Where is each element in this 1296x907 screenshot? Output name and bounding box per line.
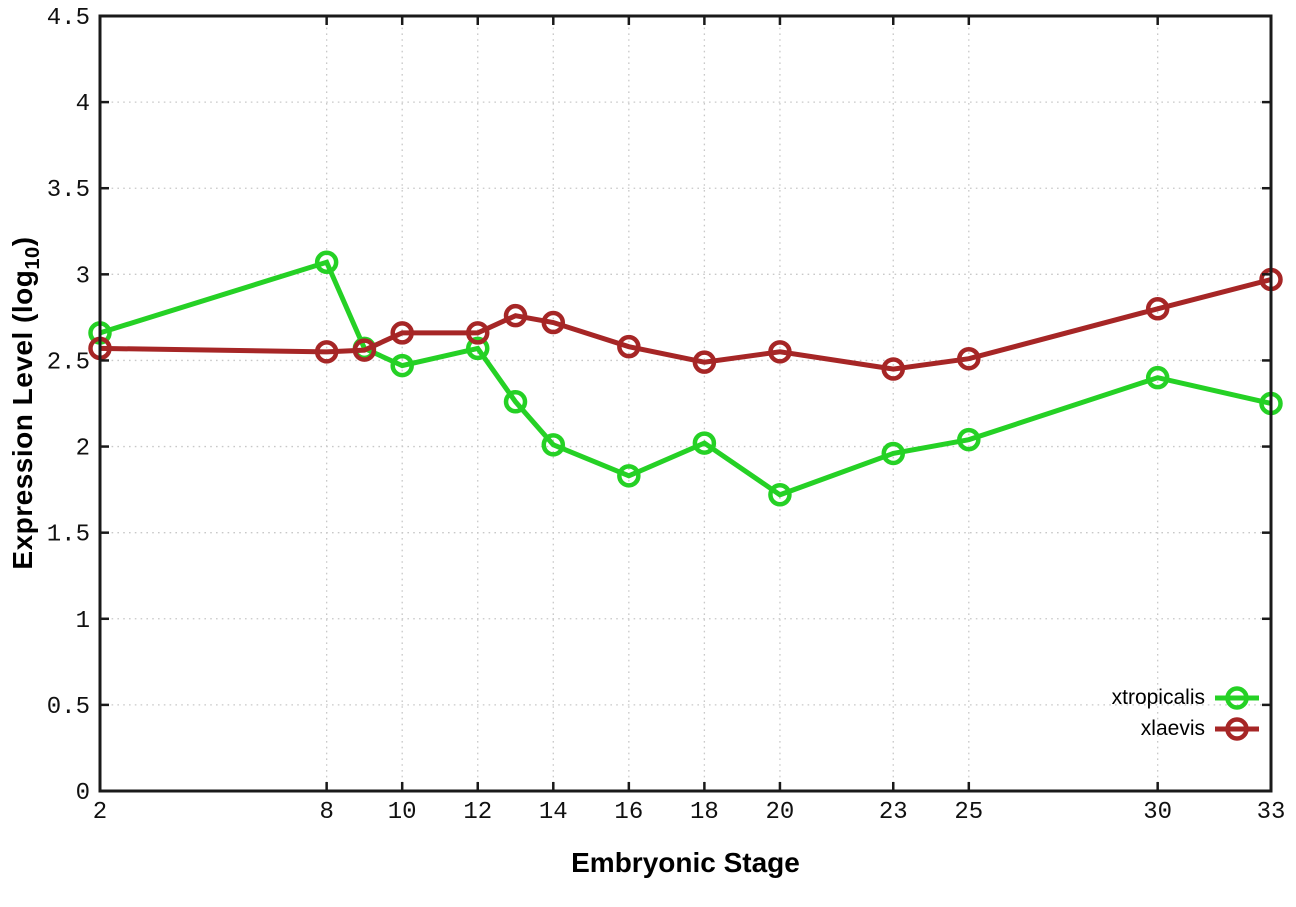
data-point-xtropicalis [541,433,566,457]
legend-row-xlaevis: xlaevis [1141,715,1260,743]
legend-marker-xlaevis [1215,717,1259,741]
legend-label-xtropicalis: xtropicalis [1111,686,1205,709]
y-axis-title: Expression Level (log10) [7,236,45,569]
legend: xtropicalis xlaevis [1112,684,1260,743]
x-tick-label: 10 [388,799,417,826]
data-point-xlaevis [465,321,490,345]
x-tick-label: 16 [614,799,643,826]
y-tick-label: 4 [76,91,90,118]
y-tick-label: 2 [76,436,90,463]
y-tick-label: 3 [76,263,90,290]
data-point-xtropicalis [957,427,981,452]
x-tick-label: 12 [463,799,492,826]
legend-sample-circle-icon [1225,717,1249,741]
data-point-xlaevis [541,310,566,335]
x-tick-label: 14 [539,799,568,826]
x-tick-label: 33 [1257,799,1286,826]
plot-border [98,14,1273,793]
data-point-xtropicalis [503,390,528,414]
data-point-xlaevis [314,340,339,364]
x-tick-label: 25 [954,799,983,826]
x-tick-label: 18 [690,799,719,826]
x-axis-title: Embryonic Stage [571,847,800,878]
legend-sample-circle-icon [1225,686,1249,710]
y-tick-label: 1.5 [47,522,90,549]
data-point-xlaevis [390,321,414,345]
data-point-xtropicalis [314,250,339,275]
data-point-xtropicalis [692,431,717,455]
y-tick-label: 4.5 [47,5,90,32]
legend-label-xlaevis: xlaevis [1140,717,1205,740]
y-axis-title-text: Expression Level (log [7,269,39,570]
data-point-xlaevis [503,303,528,328]
x-tick-label: 30 [1143,799,1172,826]
data-point-xlaevis [957,346,981,371]
y-tick-label: 2.5 [47,349,90,376]
data-point-xlaevis [768,340,792,364]
y-axis-title-close: ) [7,236,39,247]
data-point-xtropicalis [881,441,906,466]
x-tick-label: 23 [879,799,908,826]
y-tick-label: 1 [76,608,90,635]
legend-row-xtropicalis: xtropicalis [1112,684,1260,712]
y-tick-label: 0 [76,780,90,807]
data-point-xtropicalis [390,353,414,378]
data-point-xtropicalis [465,336,490,361]
x-tick-label: 8 [319,799,333,826]
legend-marker-xtropicalis [1215,686,1259,710]
data-point-xlaevis [1145,297,1170,321]
series-line-xlaevis [99,277,1272,372]
y-tick-label: 3.5 [47,177,90,204]
y-axis-title-subscript: 10 [21,246,44,270]
data-point-xlaevis [352,338,377,362]
data-point-xlaevis [692,350,717,374]
data-point-xtropicalis [1145,365,1170,390]
data-point-xlaevis [617,334,641,359]
x-tick-label: 2 [93,799,107,826]
data-point-xlaevis [881,357,906,381]
series-line-xtropicalis [99,259,1272,498]
y-tick-label: 0.5 [47,694,90,721]
data-point-xtropicalis [617,464,641,488]
data-point-xtropicalis [768,483,792,507]
x-tick-label: 20 [766,799,795,826]
